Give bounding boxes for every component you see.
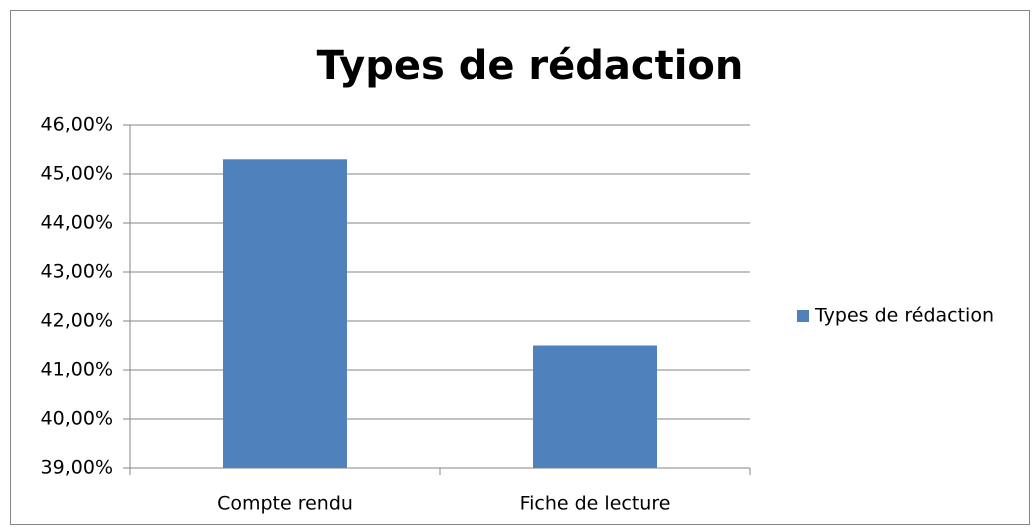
y-tick-label: 45,00% [41, 163, 113, 185]
chart-border [10, 10, 1030, 525]
bar [223, 159, 347, 469]
y-tick-label: 43,00% [41, 261, 113, 283]
x-tick-label: Compte rendu [217, 493, 353, 515]
y-tick-label: 46,00% [41, 114, 113, 136]
y-tick-label: 39,00% [41, 457, 113, 479]
y-tick-label: 41,00% [41, 359, 113, 381]
x-tick-label: Fiche de lecture [520, 493, 671, 515]
legend-label: Types de rédaction [814, 305, 994, 327]
chart-title: Types de rédaction [317, 43, 744, 89]
y-tick-label: 40,00% [41, 408, 113, 430]
bar [533, 345, 657, 468]
y-tick-label: 42,00% [41, 310, 113, 332]
y-tick-label: 44,00% [41, 212, 113, 234]
legend-swatch [797, 310, 809, 322]
